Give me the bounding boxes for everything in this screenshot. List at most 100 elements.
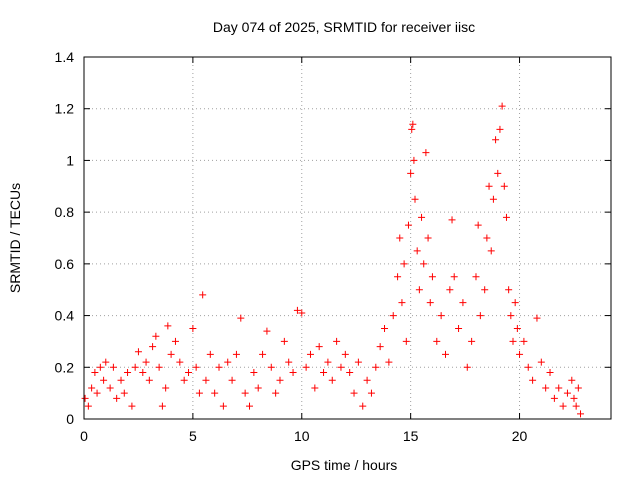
data-point bbox=[293, 306, 301, 314]
data-point bbox=[195, 389, 203, 397]
data-point bbox=[404, 221, 412, 229]
x-tick-labels: 0 5 10 15 20 bbox=[80, 428, 527, 444]
data-point bbox=[341, 350, 349, 358]
data-point bbox=[367, 389, 375, 397]
x-tick-label: 20 bbox=[512, 428, 528, 444]
data-point bbox=[476, 312, 484, 320]
data-point bbox=[359, 402, 367, 410]
data-point bbox=[396, 234, 404, 242]
data-point bbox=[472, 273, 480, 281]
data-point bbox=[494, 169, 502, 177]
y-tick-label: 0.2 bbox=[55, 359, 75, 375]
data-point bbox=[481, 286, 489, 294]
data-point bbox=[513, 325, 521, 332]
data-point bbox=[433, 337, 441, 345]
data-point bbox=[134, 348, 142, 356]
data-point bbox=[337, 363, 345, 371]
data-point bbox=[328, 376, 336, 384]
data-point bbox=[171, 337, 179, 345]
data-point bbox=[422, 149, 430, 157]
data-point bbox=[437, 312, 445, 320]
data-point bbox=[192, 363, 200, 371]
data-point bbox=[496, 125, 504, 133]
data-point bbox=[492, 136, 500, 144]
data-point bbox=[237, 314, 245, 322]
data-point bbox=[502, 213, 510, 221]
y-tick-label: 1.4 bbox=[55, 49, 75, 65]
data-point bbox=[468, 337, 476, 345]
data-point bbox=[529, 376, 537, 384]
data-point bbox=[142, 358, 150, 366]
data-point bbox=[117, 376, 125, 384]
data-point bbox=[520, 337, 528, 345]
data-point bbox=[487, 247, 495, 255]
data-point bbox=[96, 363, 104, 371]
y-tick-label: 0.6 bbox=[55, 256, 75, 272]
data-point bbox=[199, 291, 207, 299]
data-point bbox=[570, 394, 578, 402]
data-point bbox=[241, 389, 249, 397]
axis-ticks bbox=[83, 56, 611, 420]
data-point bbox=[162, 384, 170, 392]
data-point bbox=[113, 394, 121, 402]
data-point bbox=[139, 368, 147, 376]
data-point bbox=[272, 389, 280, 397]
data-point bbox=[407, 169, 415, 177]
data-point bbox=[180, 376, 188, 384]
data-point bbox=[555, 384, 563, 392]
data-point bbox=[298, 309, 306, 317]
data-point bbox=[500, 182, 508, 190]
data-point bbox=[559, 402, 567, 410]
data-point bbox=[459, 299, 467, 307]
data-point bbox=[128, 402, 136, 410]
data-point bbox=[102, 358, 110, 366]
data-point bbox=[276, 376, 284, 384]
data-point bbox=[563, 389, 571, 397]
data-point bbox=[88, 384, 96, 392]
data-point bbox=[145, 376, 153, 384]
data-point bbox=[441, 350, 449, 358]
data-point bbox=[350, 389, 358, 397]
data-point bbox=[372, 363, 380, 371]
data-point bbox=[408, 125, 416, 133]
data-point bbox=[413, 247, 421, 255]
data-point bbox=[306, 350, 314, 358]
data-point bbox=[120, 389, 128, 397]
data-point bbox=[164, 322, 172, 330]
data-point bbox=[418, 213, 426, 221]
data-point bbox=[250, 368, 258, 376]
data-point bbox=[363, 376, 371, 384]
data-point bbox=[572, 402, 580, 410]
data-point bbox=[533, 314, 541, 322]
data-point bbox=[354, 358, 362, 366]
data-point bbox=[505, 286, 513, 294]
data-point bbox=[507, 312, 515, 320]
x-tick-label: 5 bbox=[189, 428, 197, 444]
data-point bbox=[424, 234, 432, 242]
data-point bbox=[409, 120, 417, 128]
data-point bbox=[215, 363, 223, 371]
data-point bbox=[411, 195, 419, 203]
data-point bbox=[176, 358, 184, 366]
data-point bbox=[124, 368, 132, 376]
data-point bbox=[324, 358, 332, 366]
data-point bbox=[574, 384, 582, 392]
grid-lines bbox=[84, 57, 611, 419]
data-point bbox=[189, 325, 197, 332]
data-point bbox=[448, 216, 456, 224]
data-point bbox=[289, 368, 297, 376]
data-point bbox=[302, 363, 310, 371]
data-point bbox=[537, 358, 545, 366]
data-point bbox=[398, 299, 406, 307]
data-point bbox=[84, 402, 92, 410]
data-point bbox=[211, 389, 219, 397]
y-tick-label: 1 bbox=[66, 152, 74, 168]
data-point bbox=[489, 195, 497, 203]
data-point bbox=[509, 337, 517, 345]
data-point bbox=[285, 358, 293, 366]
data-point bbox=[158, 402, 166, 410]
data-point bbox=[131, 363, 139, 371]
plot-frame bbox=[83, 56, 612, 420]
data-point bbox=[333, 337, 341, 345]
y-axis-label: SRMTID / TECUs bbox=[7, 183, 23, 293]
